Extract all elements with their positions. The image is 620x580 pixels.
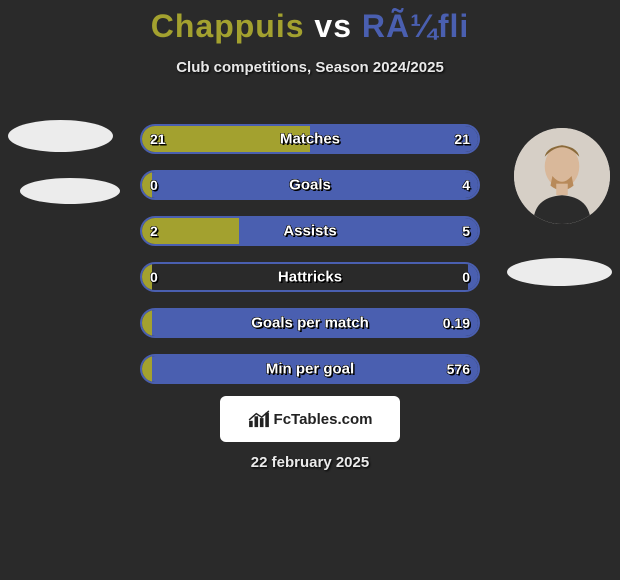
- fill-left: [142, 172, 152, 198]
- vs-word: vs: [314, 8, 352, 44]
- stat-row-min-per-goal: Min per goal576: [140, 354, 480, 384]
- player2-avatar-svg: [514, 128, 610, 224]
- stat-row-assists: Assists25: [140, 216, 480, 246]
- fill-left: [142, 126, 310, 152]
- bar-track: [140, 124, 480, 154]
- fill-right: [310, 126, 478, 152]
- comparison-title: Chappuis vs RÃ¼fli: [0, 0, 620, 45]
- stat-row-hattricks: Hattricks00: [140, 262, 480, 292]
- fill-left: [142, 218, 239, 244]
- branding-badge: FcTables.com: [220, 396, 400, 442]
- fill-right: [152, 310, 478, 336]
- fill-right: [468, 264, 478, 290]
- fill-left: [142, 310, 152, 336]
- bar-track: [140, 216, 480, 246]
- stat-row-matches: Matches2121: [140, 124, 480, 154]
- fill-left: [142, 264, 152, 290]
- bar-chart-icon: [248, 410, 270, 428]
- stat-row-goals-per-match: Goals per match0.19: [140, 308, 480, 338]
- bar-track: [140, 308, 480, 338]
- player1-name: Chappuis: [151, 8, 305, 44]
- fill-right: [152, 172, 478, 198]
- bar-track: [140, 262, 480, 292]
- stat-bars-container: Matches2121 Goals04 Assists25 Hattricks00 Go…: [140, 124, 480, 400]
- player1-badge-ellipse-2: [20, 178, 120, 204]
- stat-row-goals: Goals04: [140, 170, 480, 200]
- fill-right: [239, 218, 478, 244]
- branding-text: FcTables.com: [274, 411, 373, 428]
- player2-badge-ellipse: [507, 258, 612, 286]
- fill-left: [142, 356, 152, 382]
- subtitle: Club competitions, Season 2024/2025: [0, 59, 620, 76]
- bar-track: [140, 170, 480, 200]
- date-text: 22 february 2025: [0, 454, 620, 471]
- fill-right: [152, 356, 478, 382]
- player2-avatar: [514, 128, 610, 224]
- player2-name: RÃ¼fli: [362, 8, 469, 44]
- bar-track: [140, 354, 480, 384]
- player1-badge-ellipse-1: [8, 120, 113, 152]
